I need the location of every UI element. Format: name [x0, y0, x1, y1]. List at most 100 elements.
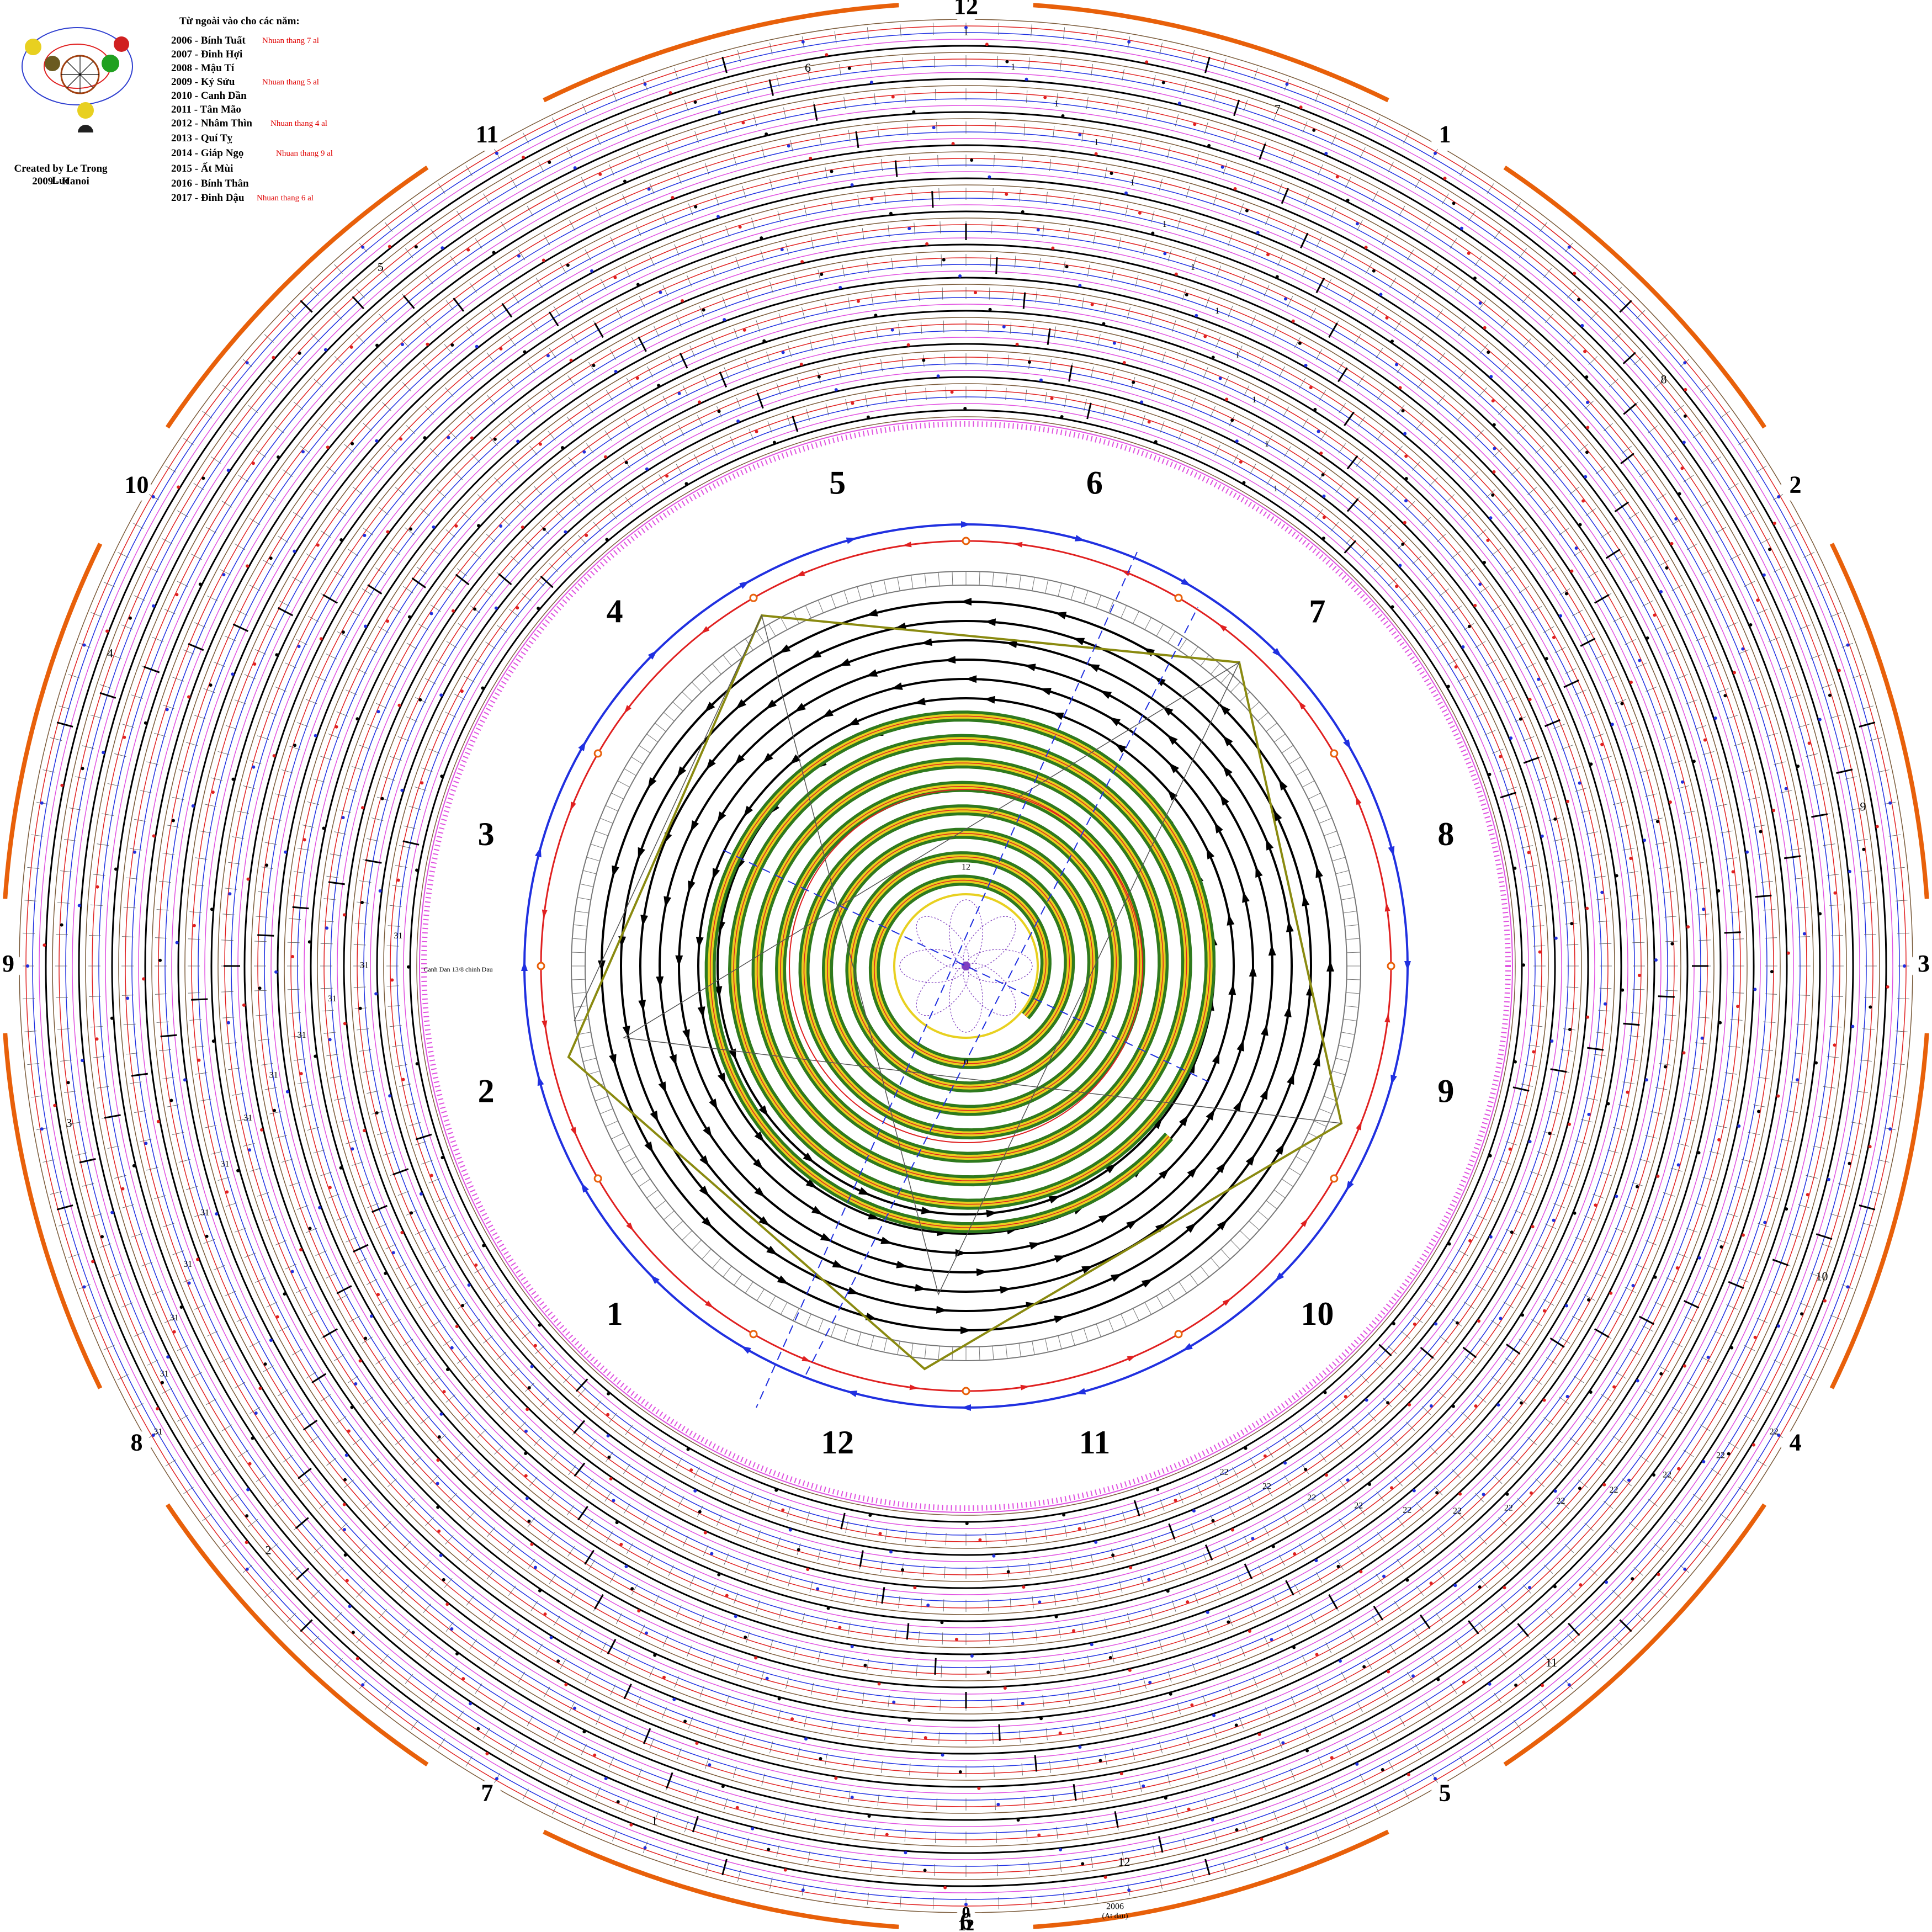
day-dot: [341, 816, 345, 820]
day-dot: [1244, 1446, 1248, 1450]
day-dot: [1537, 677, 1541, 681]
ring-line: [138, 138, 1794, 1794]
ring-line: [105, 105, 1827, 1827]
day-dot: [1678, 492, 1681, 496]
day-dot: [344, 1453, 348, 1457]
outer-arc-segment: [543, 3, 899, 103]
day-dot: [693, 1489, 697, 1493]
day-dot: [787, 144, 790, 148]
day-dot: [1587, 1112, 1591, 1116]
ring-line: [85, 85, 1847, 1847]
day-dot: [1436, 1678, 1440, 1681]
spiral-arrow: [640, 915, 649, 926]
spiral-arrow: [1039, 688, 1052, 696]
day-dot: [1411, 1674, 1415, 1678]
day-dot: [1218, 376, 1222, 380]
spiral-arrow: [1073, 638, 1085, 645]
day-dot: [1166, 1589, 1170, 1593]
day-dot: [725, 1594, 729, 1597]
day-dot: [277, 455, 280, 459]
day-dot: [1474, 1404, 1478, 1408]
day-dot: [1090, 1643, 1094, 1647]
day-dot: [777, 1697, 781, 1701]
outer-arc-segment: [166, 166, 429, 429]
day-dot: [81, 767, 84, 771]
day-dot: [445, 1602, 449, 1606]
day-dot: [1656, 1174, 1660, 1178]
day-dot: [1002, 325, 1006, 329]
day-dot: [1800, 1312, 1804, 1316]
pink-dotted-ring: [421, 421, 1511, 1511]
olive-polygon: [567, 614, 1343, 1371]
day-dot: [246, 1488, 250, 1492]
day-dot: [360, 901, 364, 905]
spiral-arrow: [820, 1233, 832, 1242]
day-dot: [742, 328, 746, 332]
day-dot: [744, 1635, 747, 1639]
day-dot: [1154, 440, 1158, 444]
day-dot: [780, 248, 784, 252]
day-dot: [850, 183, 854, 187]
day-dot: [407, 965, 411, 969]
day-dot: [1581, 499, 1585, 503]
day-dot: [388, 245, 391, 248]
day-dot: [834, 1776, 838, 1780]
day-dot: [1587, 1298, 1591, 1302]
year-2014-label: 2014 - Giáp Ngọ: [171, 147, 244, 159]
spiral-arrow: [822, 709, 834, 718]
spiral-arrow: [704, 702, 715, 713]
day-dot: [1462, 1680, 1466, 1684]
day-dot: [801, 40, 805, 44]
day-dot: [1355, 1762, 1359, 1766]
day-dot: [1395, 363, 1399, 367]
day-dot: [1686, 925, 1690, 929]
day-dot: [1434, 151, 1437, 155]
orbit-arrow: [1075, 1388, 1086, 1395]
spiral-arrow: [754, 1187, 766, 1198]
day-dot: [992, 1554, 996, 1558]
day-dot: [1508, 1147, 1512, 1151]
day-dot: [1483, 561, 1487, 565]
spiral-arrow: [1266, 838, 1274, 851]
spiral-arrow: [1100, 690, 1112, 699]
day-dot: [662, 1675, 666, 1679]
day-dot: [1270, 1638, 1273, 1642]
day-dot: [958, 1770, 962, 1774]
day-dot: [522, 156, 526, 160]
day-dot: [524, 1474, 528, 1478]
day-dot: [1292, 1646, 1296, 1649]
day-dot: [375, 439, 379, 443]
day-dot: [308, 1227, 312, 1230]
day-dot: [609, 1477, 613, 1481]
day-dot: [1492, 423, 1496, 427]
ring-line: [210, 210, 1722, 1722]
day-dot: [1513, 1060, 1517, 1064]
day-dot: [1612, 1385, 1616, 1389]
day-dot: [695, 1741, 699, 1745]
day-dot: [1147, 420, 1151, 424]
day-dot: [401, 1078, 405, 1081]
spiral-arrow: [921, 1206, 933, 1214]
day-dot: [492, 251, 496, 254]
day-dot: [1565, 799, 1569, 803]
day-dot: [284, 850, 288, 854]
day-dot: [1567, 245, 1571, 249]
spiral-arrow: [699, 1185, 709, 1197]
day-dot: [1578, 523, 1582, 527]
day-dot: [1256, 231, 1260, 235]
day-dot: [260, 1128, 264, 1132]
orbit-arrow-red: [1013, 542, 1023, 548]
day-dot: [1060, 415, 1064, 419]
spiral-arrow: [658, 1081, 666, 1094]
day-dot: [275, 653, 279, 657]
left-caption: Canh Dan 13/8 chinh Dau: [423, 965, 492, 973]
day-dot: [1837, 668, 1841, 672]
day-mark: 1: [1252, 395, 1256, 405]
day-dot: [564, 530, 567, 534]
day-dot: [432, 525, 436, 529]
day-dot: [1499, 1317, 1503, 1320]
day-dot: [1016, 1818, 1020, 1822]
day-dot: [1291, 319, 1295, 323]
day-dot: [342, 913, 346, 917]
day-dot: [396, 878, 400, 882]
